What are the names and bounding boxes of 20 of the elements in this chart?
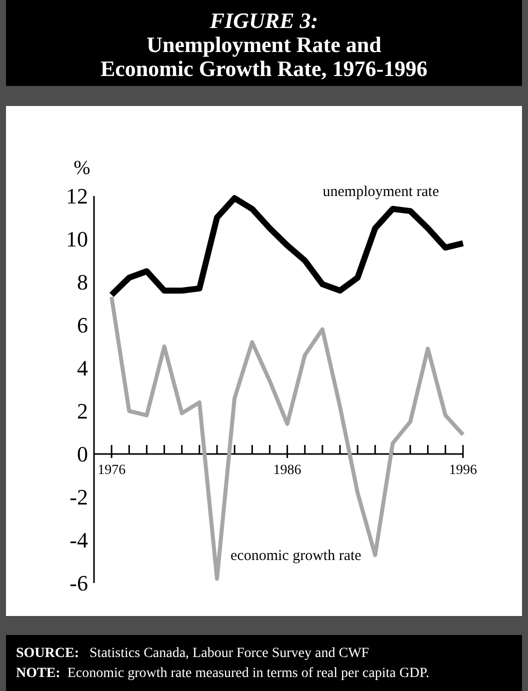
text: NOTE: Economic growth rate measured in terms of real per capita GDP. <box>16 666 430 681</box>
series-label: economic growth rate <box>230 548 362 564</box>
x-tick-label: 1976 <box>98 463 126 478</box>
chart-title: FIGURE 3: <box>208 8 318 33</box>
y-tick-label: 4 <box>77 356 88 380</box>
y-tick-label: 10 <box>66 226 88 252</box>
y-tick-label: 2 <box>77 398 88 424</box>
y-tick-label: -6 <box>70 570 88 596</box>
y-tick-label: 12 <box>66 184 88 208</box>
y-tick-label: 0 <box>77 442 88 466</box>
series-label: unemployment rate <box>322 184 440 200</box>
y-tick-label: -4 <box>70 528 88 552</box>
source-note: SOURCE: Statistics Canada, Labour Force Survey and CWF <box>16 646 370 661</box>
chart-subtitle: Unemployment Rate and Economic Growth Rate, 1976-1996 <box>100 32 428 81</box>
x-tick-label: 1986 <box>273 463 302 478</box>
x-tick-label: 1996 <box>449 463 477 478</box>
y-axis-title: % <box>74 157 90 179</box>
y-tick-label: -2 <box>70 484 88 510</box>
y-tick-label: 6 <box>77 312 88 338</box>
y-tick-label: 8 <box>77 270 88 294</box>
